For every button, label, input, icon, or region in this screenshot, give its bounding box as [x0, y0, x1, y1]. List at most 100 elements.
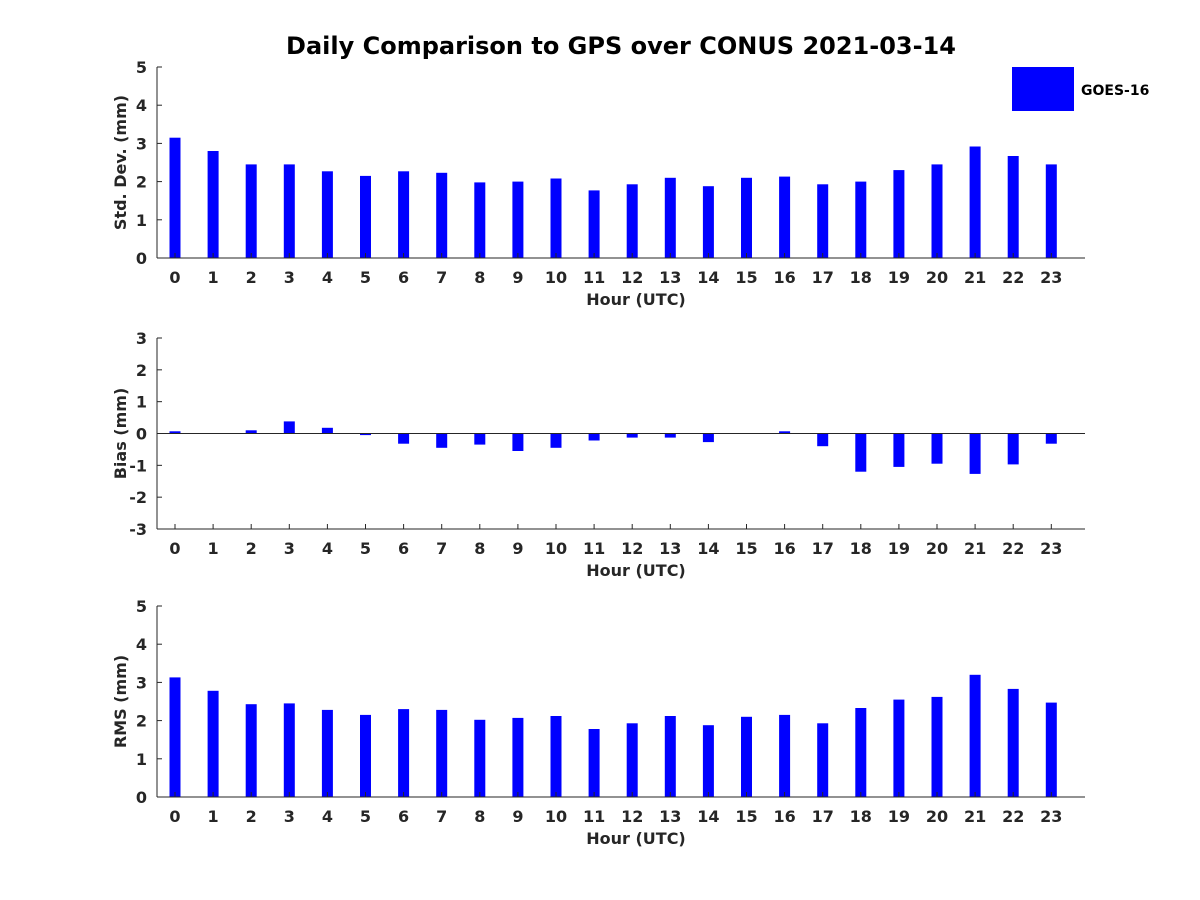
rms-bar	[283, 703, 295, 797]
stddev-bar	[512, 181, 524, 258]
rms-x-tick-label: 3	[284, 807, 295, 826]
rms-bar	[1045, 702, 1057, 797]
rms-bar	[398, 709, 410, 797]
bias-x-tick-label: 2	[246, 539, 257, 558]
stddev-bar	[779, 176, 791, 258]
bias-x-tick-label: 18	[850, 539, 872, 558]
stddev-bar	[702, 186, 714, 258]
rms-x-tick-label: 8	[474, 807, 485, 826]
stddev-bar	[893, 170, 905, 258]
rms-x-tick-label: 17	[812, 807, 834, 826]
rms-y-tick-label: 5	[136, 597, 147, 616]
stddev-x-tick-label: 8	[474, 268, 485, 287]
rms-y-tick-label: 3	[136, 673, 147, 692]
rms-bar	[207, 690, 219, 797]
rms-bar	[588, 729, 600, 797]
stddev-bar	[588, 190, 600, 258]
stddev-y-tick-label: 1	[136, 211, 147, 230]
stddev-bar	[741, 177, 752, 258]
stddev-bar	[664, 177, 676, 258]
rms-x-tick-label: 1	[208, 807, 219, 826]
stddev-y-tick-label: 2	[136, 173, 147, 192]
rms-bar	[360, 714, 371, 797]
bias-bar	[512, 433, 524, 451]
legend-label: GOES-16	[1081, 83, 1149, 99]
bias-x-tick-label: 6	[398, 539, 409, 558]
rms-x-tick-label: 18	[850, 807, 872, 826]
stddev-bar	[398, 171, 410, 258]
stddev-x-tick-label: 14	[697, 268, 719, 287]
rms-bar	[931, 696, 943, 797]
rms-x-tick-label: 12	[621, 807, 643, 826]
rms-x-tick-label: 9	[512, 807, 523, 826]
bias-y-tick-label: 0	[136, 425, 147, 444]
rms-bar	[969, 674, 981, 797]
stddev-bar	[245, 164, 257, 258]
rms-bar	[474, 719, 486, 797]
bias-x-tick-label: 15	[735, 539, 757, 558]
rms-x-tick-label: 13	[659, 807, 681, 826]
rms-y-tick-label: 4	[136, 635, 147, 654]
bias-bar	[398, 433, 410, 444]
stddev-y-axis-label: Std. Dev. (mm)	[111, 95, 130, 230]
rms-x-tick-label: 19	[888, 807, 910, 826]
rms-x-tick-label: 0	[169, 807, 180, 826]
rms-x-tick-label: 23	[1040, 807, 1062, 826]
stddev-x-tick-label: 15	[735, 268, 757, 287]
stddev-x-tick-label: 23	[1040, 268, 1062, 287]
stddev-x-tick-label: 13	[659, 268, 681, 287]
stddev-x-tick-label: 0	[169, 268, 180, 287]
bias-x-tick-label: 14	[697, 539, 719, 558]
rms-x-tick-label: 4	[322, 807, 333, 826]
stddev-bar	[436, 172, 448, 258]
bias-bar	[893, 433, 905, 467]
stddev-x-tick-label: 19	[888, 268, 910, 287]
bias-x-tick-label: 1	[208, 539, 219, 558]
stddev-bar	[360, 175, 371, 258]
bias-x-tick-label: 0	[169, 539, 180, 558]
rms-bar	[169, 677, 181, 797]
bias-x-tick-label: 11	[583, 539, 605, 558]
bias-y-tick-label: -3	[129, 520, 147, 539]
rms-bar	[512, 717, 524, 797]
bias-x-tick-label: 13	[659, 539, 681, 558]
stddev-bar	[1007, 156, 1019, 258]
stddev-bar	[1045, 164, 1057, 258]
rms-x-tick-label: 16	[773, 807, 795, 826]
legend: GOES-16	[1012, 67, 1149, 111]
stddev-bar	[169, 137, 181, 258]
stddev-x-tick-label: 6	[398, 268, 409, 287]
stddev-bar	[931, 164, 943, 258]
stddev-bar	[550, 178, 562, 258]
bias-bar	[321, 427, 333, 434]
bias-x-tick-label: 7	[436, 539, 447, 558]
rms-bar	[245, 704, 257, 797]
stddev-bar	[283, 164, 295, 258]
rms-bar	[702, 725, 714, 797]
stddev-x-tick-label: 18	[850, 268, 872, 287]
rms-x-tick-label: 5	[360, 807, 371, 826]
bias-bar	[969, 433, 981, 474]
bias-bar	[169, 431, 181, 434]
stddev-x-tick-label: 3	[284, 268, 295, 287]
rms-y-tick-label: 1	[136, 750, 147, 769]
stddev-bar	[626, 184, 638, 258]
bias-y-axis-label: Bias (mm)	[111, 388, 130, 480]
stddev-x-tick-label: 22	[1002, 268, 1024, 287]
rms-x-tick-label: 20	[926, 807, 948, 826]
rms-x-axis-label: Hour (UTC)	[586, 829, 686, 848]
bias-x-tick-label: 19	[888, 539, 910, 558]
stddev-y-tick-label: 3	[136, 134, 147, 153]
stddev-x-tick-label: 12	[621, 268, 643, 287]
rms-bar	[741, 716, 752, 797]
stddev-x-tick-label: 11	[583, 268, 605, 287]
bias-x-tick-label: 8	[474, 539, 485, 558]
rms-bar	[1007, 688, 1019, 797]
rms-x-tick-label: 22	[1002, 807, 1024, 826]
rms-bar	[817, 723, 829, 797]
bias-bar	[360, 433, 371, 436]
rms-x-tick-label: 6	[398, 807, 409, 826]
bias-x-tick-label: 3	[284, 539, 295, 558]
